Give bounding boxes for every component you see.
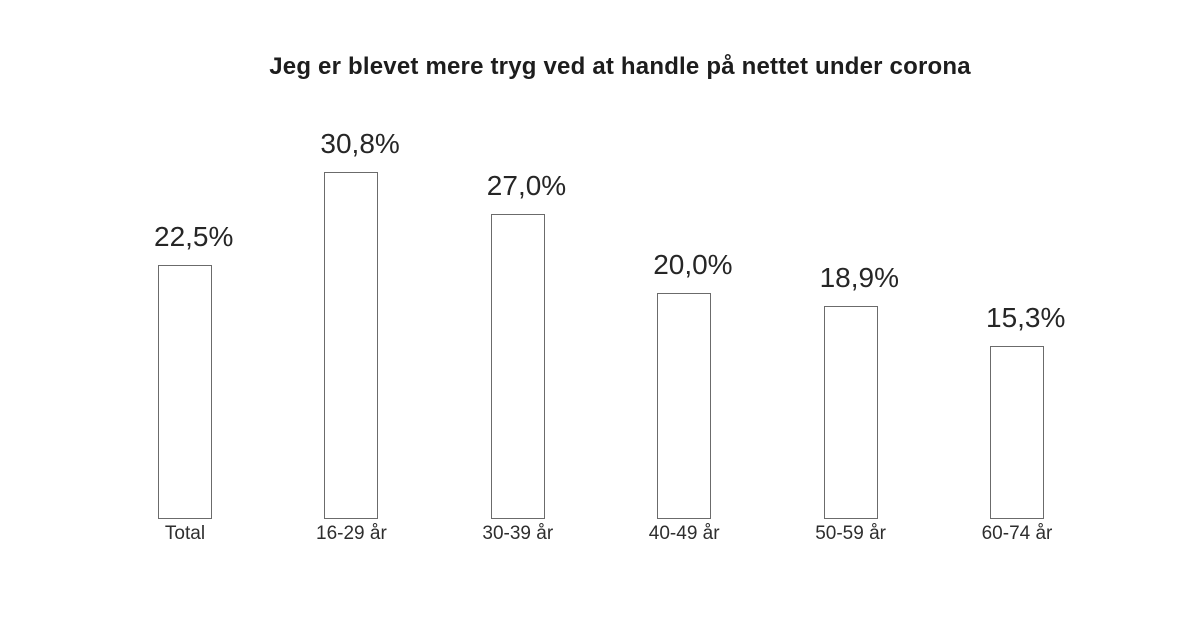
value-label: 22,5% — [154, 221, 234, 253]
chart-title: Jeg er blevet mere tryg ved at handle på… — [269, 53, 971, 80]
value-label: 15,3% — [986, 302, 1066, 334]
bar — [324, 171, 379, 519]
value-label: 30,8% — [320, 127, 400, 159]
category-label: 50-59 år — [815, 523, 886, 544]
bar — [490, 214, 545, 519]
bar — [823, 305, 878, 519]
value-label: 27,0% — [486, 170, 567, 202]
value-label: 18,9% — [819, 261, 899, 293]
category-label: 60-74 år — [981, 523, 1053, 544]
bar — [990, 346, 1044, 519]
bar — [158, 265, 212, 519]
category-label: 16-29 år — [316, 523, 387, 544]
category-label: Total — [164, 523, 206, 544]
category-label: 40-49 år — [648, 523, 720, 544]
category-label: 30-39 år — [482, 523, 554, 544]
bar — [657, 293, 712, 519]
value-label: 20,0% — [653, 249, 733, 281]
